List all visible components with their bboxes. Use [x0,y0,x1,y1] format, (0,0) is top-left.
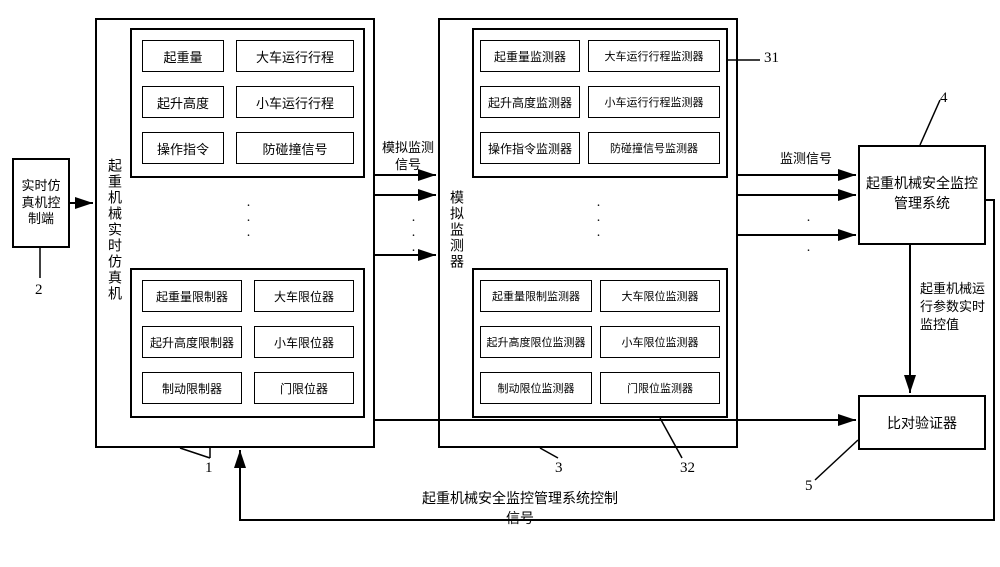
block-realtime-control: 实时仿真机控制端 [12,158,70,248]
num-32: 32 [680,460,695,477]
block3-title-text: 模拟监测器 [445,190,465,270]
block1-title: 起重机械实时仿真机 [102,100,124,360]
signal2-label: 监测信号 [780,148,832,167]
num-5: 5 [805,478,813,495]
b31-c20: 操作指令监测器 [480,132,580,164]
b1t-c21: 防碰撞信号 [236,132,354,164]
block5-label: 比对验证器 [887,413,957,433]
b32-c11: 小车限位监测器 [600,326,720,358]
b1t-c11: 小车运行行程 [236,86,354,118]
mid-signal-label: 模拟监测信号 [380,140,436,174]
mid-ellipsis: ... [405,210,421,255]
b1b-c20: 制动限制器 [142,372,242,404]
b1b-c21: 门限位器 [254,372,354,404]
block3-title: 模拟监测器 [444,150,466,310]
b1t-c20: 操作指令 [142,132,224,164]
b32-c21: 门限位监测器 [600,372,720,404]
block1-ellipsis: ... [240,195,256,240]
b31-c11: 小车运行行程监测器 [588,86,720,118]
b1t-c00: 起重量 [142,40,224,72]
b1b-c11: 小车限位器 [254,326,354,358]
b31-c10: 起升高度监测器 [480,86,580,118]
num-2: 2 [35,282,43,299]
b1t-c10: 起升高度 [142,86,224,118]
b32-c20: 制动限位监测器 [480,372,592,404]
b32-c00: 起重量限制监测器 [480,280,592,312]
bottom-signal-label: 起重机械安全监控管理系统控制信号 [420,490,620,529]
block2-label: 实时仿真机控制端 [14,174,68,233]
block4: 起重机械安全监控管理系统 [858,145,986,245]
num-31: 31 [764,50,779,67]
b32-c10: 起升高度限位监测器 [480,326,592,358]
b1b-c00: 起重量限制器 [142,280,242,312]
num-1: 1 [205,460,213,477]
block1-title-text: 起重机械实时仿真机 [103,158,123,302]
right-ellipsis: ... [800,210,816,255]
b31-c01: 大车运行行程监测器 [588,40,720,72]
num-4: 4 [940,90,948,107]
block5: 比对验证器 [858,395,986,450]
b32-c01: 大车限位监测器 [600,280,720,312]
block3-ellipsis: ... [590,195,606,240]
b1b-c10: 起升高度限制器 [142,326,242,358]
b1t-c01: 大车运行行程 [236,40,354,72]
right-signal-label: 起重机械运行参数实时监控值 [920,280,990,335]
b31-c00: 起重量监测器 [480,40,580,72]
block4-label: 起重机械安全监控管理系统 [860,169,984,220]
b1b-c01: 大车限位器 [254,280,354,312]
num-3: 3 [555,460,563,477]
b31-c21: 防碰撞信号监测器 [588,132,720,164]
